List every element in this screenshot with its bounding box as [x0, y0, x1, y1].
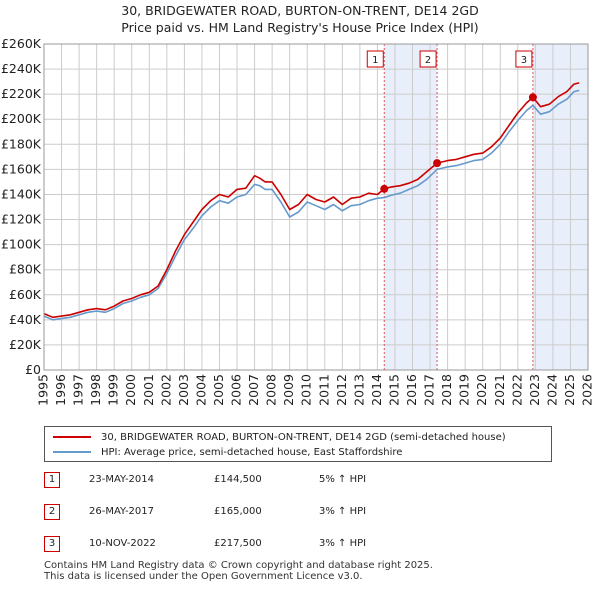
transaction-number-badge: 3	[44, 536, 60, 552]
y-tick-label: £220K	[1, 86, 42, 101]
x-tick-label: 2012	[334, 374, 349, 406]
y-axis-ticks: £0 £20K £40K £60K £80K £100K £120K £140K £160K £1…	[1, 36, 42, 377]
y-tick-label: £140K	[1, 186, 42, 201]
chart-title: 30, BRIDGEWATER ROAD, BURTON-ON-TRENT, D…	[0, 2, 600, 36]
transaction-date: 26-MAY-2017	[89, 506, 155, 517]
transaction-date: 23-MAY-2014	[89, 474, 155, 485]
legend-swatch-property	[53, 436, 91, 438]
x-tick-label: 2021	[492, 374, 507, 406]
property-price-line	[43, 82, 580, 319]
y-tick-label: £260K	[1, 36, 42, 51]
hpi-line	[43, 89, 580, 321]
gridlines	[43, 43, 589, 371]
x-tick-label: 2026	[580, 374, 595, 406]
transaction-marker-box	[366, 50, 384, 68]
table-row: 1 23-MAY-2014 £144,500 5% ↑ HPI	[44, 472, 564, 488]
table-row: 3 10-NOV-2022 £217,500 3% ↑ HPI	[44, 536, 564, 552]
series-lines	[43, 82, 580, 321]
shaded-region	[384, 44, 438, 370]
x-tick-label: 2006	[229, 374, 244, 406]
x-tick-label: 2015	[386, 374, 401, 406]
transaction-hpi-diff: 5% ↑ HPI	[319, 474, 367, 485]
x-tick-label: 2023	[527, 374, 542, 406]
transaction-hpi-diff: 3% ↑ HPI	[319, 506, 367, 517]
x-tick-label: 2017	[422, 374, 437, 406]
table-row: 2 26-MAY-2017 £165,000 3% ↑ HPI	[44, 504, 564, 520]
x-tick-label: 2009	[281, 374, 296, 406]
y-tick-label: £60K	[9, 287, 42, 302]
x-tick-label: 2004	[193, 374, 208, 406]
transaction-points	[380, 93, 537, 193]
transaction-number-badge: 2	[44, 504, 60, 520]
x-tick-label: 2016	[404, 374, 419, 406]
transaction-point	[433, 159, 442, 168]
transaction-price: £217,500	[214, 538, 262, 549]
y-tick-label: £20K	[9, 337, 42, 352]
x-tick-label: 1999	[106, 374, 121, 406]
y-tick-label: £40K	[9, 312, 42, 327]
x-tick-label: 2005	[211, 374, 226, 406]
x-tick-label: 2001	[141, 374, 156, 406]
x-tick-label: 1998	[88, 374, 103, 406]
transaction-marker-box	[419, 50, 437, 68]
title-line-2: Price paid vs. HM Land Registry's House …	[121, 20, 479, 35]
x-tick-label: 2010	[299, 374, 314, 406]
legend-label-property: 30, BRIDGEWATER ROAD, BURTON-ON-TRENT, D…	[101, 431, 506, 443]
x-tick-label: 2014	[369, 374, 384, 406]
x-tick-label: 2013	[351, 374, 366, 406]
title-line-1: 30, BRIDGEWATER ROAD, BURTON-ON-TRENT, D…	[121, 3, 479, 18]
x-tick-label: 2025	[562, 374, 577, 406]
x-tick-label: 2011	[316, 374, 331, 406]
footer-license: This data is licensed under the Open Gov…	[44, 571, 363, 582]
transaction-marker-box	[515, 50, 533, 68]
x-axis-ticks: 1995 1996 1997 1998 1999 2000 2001 2002 2003 2004…	[36, 374, 595, 406]
legend-item-hpi: HPI: Average price, semi-detached house,…	[53, 445, 402, 459]
x-tick-label: 2020	[474, 374, 489, 406]
y-tick-label: £160K	[1, 161, 42, 176]
legend-item-property: 30, BRIDGEWATER ROAD, BURTON-ON-TRENT, D…	[53, 430, 506, 444]
x-tick-label: 1997	[71, 374, 86, 406]
legend-label-hpi: HPI: Average price, semi-detached house,…	[101, 446, 403, 458]
x-tick-label: 2003	[176, 374, 191, 406]
transaction-price: £144,500	[214, 474, 262, 485]
footer: Contains HM Land Registry data © Crown c…	[44, 560, 433, 582]
transaction-marker-label: 2	[425, 55, 431, 66]
x-tick-label: 2022	[509, 374, 524, 406]
x-tick-label: 1995	[36, 374, 51, 406]
transaction-price: £165,000	[214, 506, 262, 517]
x-tick-label: 2019	[457, 374, 472, 406]
x-tick-label: 2002	[158, 374, 173, 406]
transaction-marker-label: 1	[372, 55, 378, 66]
price-chart: 1 2 3 £0 £20K £40K £60K £80K £100K £120K £140K £16…	[1, 36, 595, 406]
y-tick-label: £100K	[1, 237, 42, 252]
y-tick-label: £180K	[1, 136, 42, 151]
legend: 30, BRIDGEWATER ROAD, BURTON-ON-TRENT, D…	[44, 426, 552, 462]
x-tick-label: 2000	[123, 374, 138, 406]
y-tick-label: £240K	[1, 61, 42, 76]
plot-frame	[43, 43, 589, 371]
shaded-region	[532, 44, 588, 370]
x-tick-label: 2024	[544, 374, 559, 406]
y-tick-label: £120K	[1, 212, 42, 227]
shaded-regions	[384, 44, 588, 370]
x-tick-label: 1996	[53, 374, 68, 406]
footer-copyright: Contains HM Land Registry data © Crown c…	[44, 560, 433, 571]
transaction-hpi-diff: 3% ↑ HPI	[319, 538, 367, 549]
transaction-number-badge: 1	[44, 472, 60, 488]
transaction-point	[528, 93, 537, 102]
x-tick-label: 2008	[264, 374, 279, 406]
transaction-labels: 1 2 3	[366, 50, 533, 68]
legend-swatch-hpi	[53, 451, 91, 453]
transaction-marker-label: 3	[521, 55, 527, 66]
y-tick-label: £0	[25, 362, 41, 377]
y-tick-label: £80K	[9, 262, 42, 277]
transaction-point	[380, 184, 389, 193]
x-tick-label: 2018	[439, 374, 454, 406]
transaction-date: 10-NOV-2022	[89, 538, 156, 549]
x-tick-label: 2007	[246, 374, 261, 406]
y-tick-label: £200K	[1, 111, 42, 126]
